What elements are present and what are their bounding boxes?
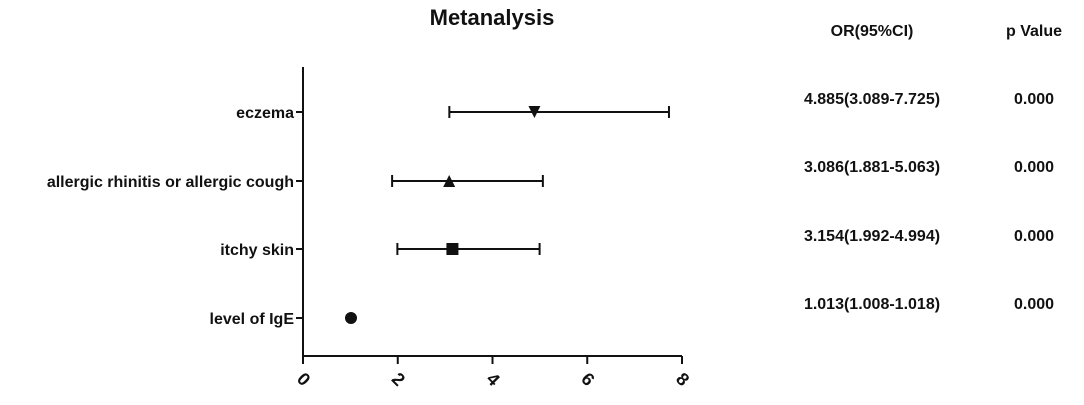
point-estimate-marker (443, 175, 456, 187)
x-tick-label: 4 (483, 369, 504, 390)
point-estimate-marker (528, 106, 541, 118)
or-ci-column-header: OR(95%CI) (831, 23, 914, 40)
p-value: 0.000 (1014, 91, 1054, 108)
category-labels: eczema allergic rhinitis or allergic coug… (47, 105, 295, 328)
x-tick-label: 8 (672, 369, 693, 390)
x-tick-label: 6 (577, 369, 598, 390)
x-tick-label: 2 (388, 369, 409, 390)
or-ci-value: 3.086(1.881-5.063) (804, 159, 940, 176)
category-label: itchy skin (220, 242, 294, 259)
y-axis-ticks (296, 111, 303, 319)
p-value: 0.000 (1014, 159, 1054, 176)
or-ci-value: 3.154(1.992-4.994) (804, 228, 940, 245)
point-estimate-marker (344, 312, 357, 324)
p-value: 0.000 (1014, 296, 1054, 313)
x-tick-label: 0 (293, 369, 314, 390)
category-label: level of IgE (210, 311, 295, 328)
point-estimate-marker (446, 243, 459, 255)
p-value: 0.000 (1014, 228, 1054, 245)
chart-title: Metanalysis (430, 5, 555, 30)
plot-marks (344, 106, 670, 324)
category-label: eczema (236, 105, 294, 122)
category-label: allergic rhinitis or allergic cough (47, 174, 294, 191)
p-value-column-header: p Value (1006, 23, 1062, 40)
or-ci-value: 1.013(1.008-1.018) (804, 296, 940, 313)
x-axis-ticks: 0 2 4 6 8 (293, 356, 693, 390)
or-ci-value: 4.885(3.089-7.725) (804, 91, 940, 108)
results-table: 4.885(3.089-7.725) 3.086(1.881-5.063) 3.15… (804, 91, 1054, 313)
